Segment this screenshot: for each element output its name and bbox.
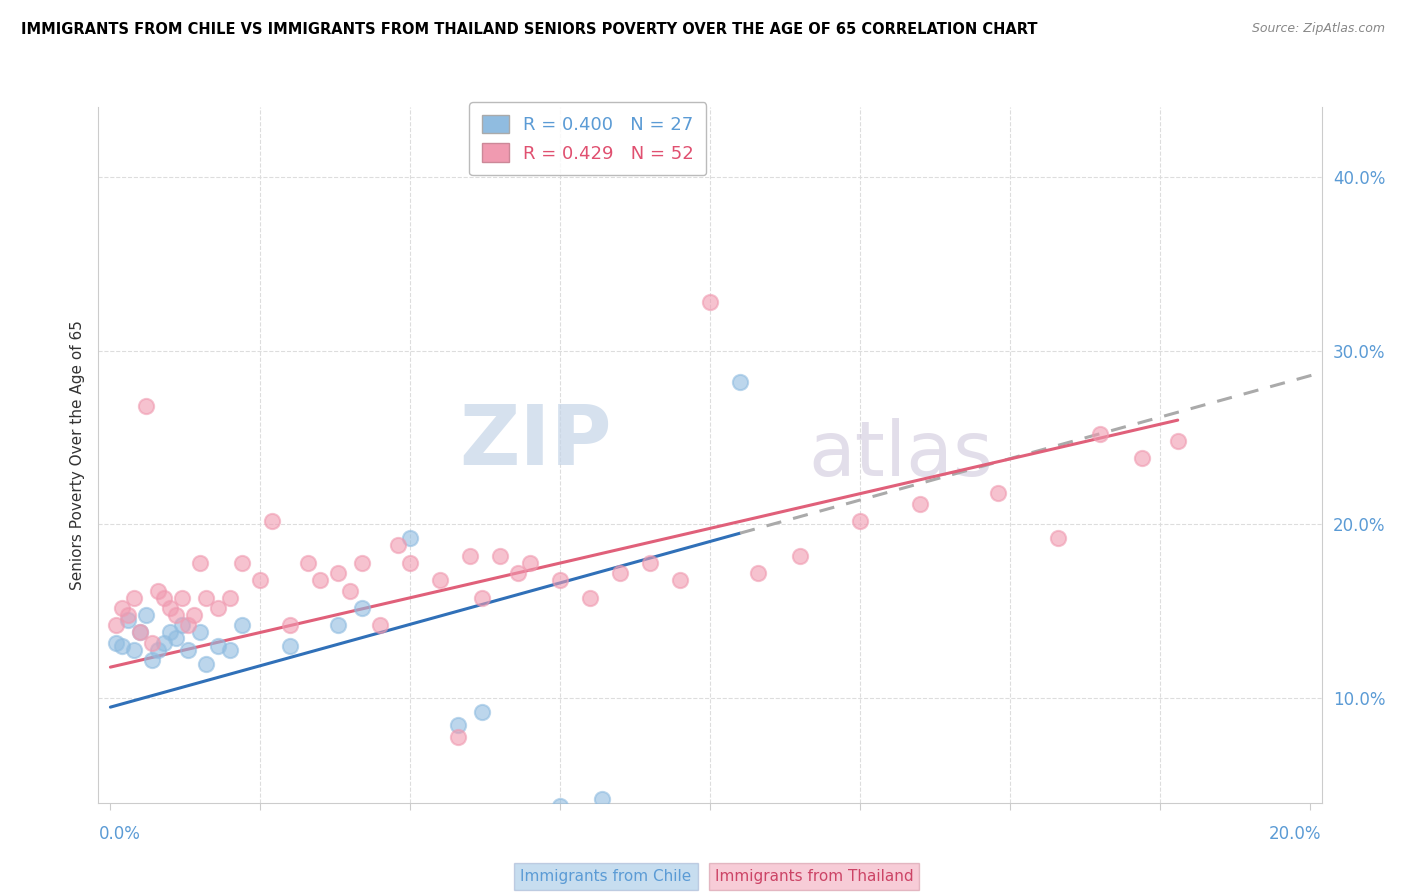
Point — [399, 532, 422, 546]
Point — [231, 556, 253, 570]
Y-axis label: Seniors Poverty Over the Age of 65: Seniors Poverty Over the Age of 65 — [69, 320, 84, 590]
Point — [609, 566, 631, 581]
Point — [471, 706, 494, 720]
Point — [399, 556, 422, 570]
Point — [207, 601, 229, 615]
Point — [368, 618, 391, 632]
Point — [352, 556, 374, 570]
Point — [177, 642, 200, 657]
Point — [105, 618, 128, 632]
Point — [579, 591, 602, 605]
Text: ZIP: ZIP — [460, 401, 612, 482]
Text: Immigrants from Thailand: Immigrants from Thailand — [714, 869, 914, 884]
Point — [447, 717, 470, 731]
Point — [278, 618, 301, 632]
Point — [591, 792, 613, 806]
Point — [908, 497, 931, 511]
Point — [195, 657, 218, 671]
Point — [188, 625, 211, 640]
Point — [117, 613, 139, 627]
Point — [111, 601, 134, 615]
Point — [141, 653, 163, 667]
Point — [728, 375, 751, 389]
Point — [249, 573, 271, 587]
Text: IMMIGRANTS FROM CHILE VS IMMIGRANTS FROM THAILAND SENIORS POVERTY OVER THE AGE O: IMMIGRANTS FROM CHILE VS IMMIGRANTS FROM… — [21, 22, 1038, 37]
Point — [987, 486, 1010, 500]
Point — [278, 639, 301, 653]
Point — [195, 591, 218, 605]
Point — [1167, 434, 1189, 448]
Point — [177, 618, 200, 632]
Point — [429, 573, 451, 587]
Point — [548, 799, 571, 814]
Point — [1130, 451, 1153, 466]
Point — [1046, 532, 1069, 546]
Point — [669, 573, 692, 587]
Point — [129, 625, 152, 640]
Point — [159, 601, 181, 615]
Point — [231, 618, 253, 632]
Point — [148, 583, 170, 598]
Point — [1088, 427, 1111, 442]
Point — [387, 538, 409, 552]
Point — [471, 591, 494, 605]
Point — [159, 625, 181, 640]
Text: 0.0%: 0.0% — [98, 825, 141, 843]
Legend: R = 0.400   N = 27, R = 0.429   N = 52: R = 0.400 N = 27, R = 0.429 N = 52 — [470, 103, 706, 175]
Point — [105, 636, 128, 650]
Point — [789, 549, 811, 563]
Point — [153, 591, 176, 605]
Point — [129, 625, 152, 640]
Point — [447, 730, 470, 744]
Point — [153, 636, 176, 650]
Point — [165, 607, 187, 622]
Point — [188, 556, 211, 570]
Text: atlas: atlas — [808, 418, 993, 491]
Point — [638, 556, 661, 570]
Point — [111, 639, 134, 653]
Point — [124, 591, 146, 605]
Point — [297, 556, 319, 570]
Text: Immigrants from Chile: Immigrants from Chile — [520, 869, 692, 884]
Point — [352, 601, 374, 615]
Point — [458, 549, 481, 563]
Point — [135, 399, 157, 413]
Point — [508, 566, 530, 581]
Point — [747, 566, 769, 581]
Point — [124, 642, 146, 657]
Point — [699, 294, 721, 309]
Point — [219, 642, 242, 657]
Point — [117, 607, 139, 622]
Point — [849, 514, 872, 528]
Point — [165, 631, 187, 645]
Point — [548, 573, 571, 587]
Point — [148, 642, 170, 657]
Point — [172, 591, 194, 605]
Point — [328, 618, 350, 632]
Point — [141, 636, 163, 650]
Point — [309, 573, 332, 587]
Point — [172, 618, 194, 632]
Point — [339, 583, 361, 598]
Point — [219, 591, 242, 605]
Point — [519, 556, 541, 570]
Point — [262, 514, 284, 528]
Point — [207, 639, 229, 653]
Point — [135, 607, 157, 622]
Point — [489, 549, 512, 563]
Text: 20.0%: 20.0% — [1270, 825, 1322, 843]
Point — [328, 566, 350, 581]
Text: Source: ZipAtlas.com: Source: ZipAtlas.com — [1251, 22, 1385, 36]
Point — [183, 607, 205, 622]
